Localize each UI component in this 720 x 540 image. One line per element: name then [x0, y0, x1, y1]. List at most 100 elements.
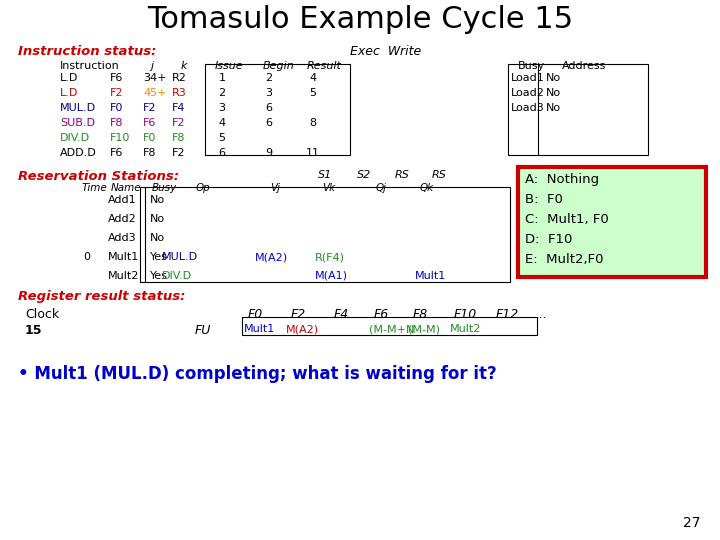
Text: Qj: Qj — [376, 183, 387, 193]
Text: • Mult1 (MUL.D) completing; what is waiting for it?: • Mult1 (MUL.D) completing; what is wait… — [18, 365, 497, 383]
Text: Instruction status:: Instruction status: — [18, 45, 156, 58]
Text: 6: 6 — [266, 103, 272, 113]
Text: 1: 1 — [218, 73, 225, 83]
Text: S2: S2 — [357, 170, 372, 180]
Text: F8: F8 — [143, 148, 156, 158]
Text: R3: R3 — [172, 88, 186, 98]
Text: Name: Name — [111, 183, 142, 193]
Text: Instruction: Instruction — [60, 61, 120, 71]
Text: F2: F2 — [172, 148, 186, 158]
Text: F4: F4 — [334, 308, 349, 321]
Text: MUL.D: MUL.D — [60, 103, 96, 113]
Text: Busy: Busy — [152, 183, 177, 193]
Text: 6: 6 — [218, 148, 225, 158]
Bar — [508, 64, 648, 155]
Text: F8: F8 — [413, 308, 428, 321]
Text: ADD.D: ADD.D — [60, 148, 96, 158]
Text: E:  Mult2,F0: E: Mult2,F0 — [525, 253, 603, 266]
Text: No: No — [150, 195, 165, 205]
Text: FU: FU — [195, 324, 212, 337]
Text: A:  Nothing: A: Nothing — [525, 173, 599, 186]
Text: F6: F6 — [110, 148, 123, 158]
Text: Load1: Load1 — [511, 73, 545, 83]
Text: Issue: Issue — [215, 61, 243, 71]
Text: 6: 6 — [266, 118, 272, 128]
Text: 9: 9 — [266, 148, 273, 158]
Text: Vk: Vk — [322, 183, 335, 193]
Text: No: No — [546, 103, 561, 113]
Text: Mult1: Mult1 — [415, 271, 446, 281]
Text: Load2: Load2 — [511, 88, 545, 98]
Text: M(A1): M(A1) — [315, 271, 348, 281]
Text: F4: F4 — [172, 103, 186, 113]
Text: Register result status:: Register result status: — [18, 290, 185, 303]
Text: F2: F2 — [172, 118, 186, 128]
Text: Clock: Clock — [25, 308, 59, 321]
Text: DIV.D: DIV.D — [162, 271, 192, 281]
Text: C:  Mult1, F0: C: Mult1, F0 — [525, 213, 608, 226]
Text: Add1: Add1 — [108, 195, 137, 205]
Text: Vj: Vj — [270, 183, 280, 193]
Text: Load3: Load3 — [511, 103, 545, 113]
Text: Address: Address — [562, 61, 606, 71]
Text: 34+: 34+ — [143, 73, 166, 83]
Text: k: k — [181, 61, 187, 71]
Text: j: j — [150, 61, 153, 71]
Text: Add3: Add3 — [108, 233, 137, 243]
Text: F2: F2 — [110, 88, 124, 98]
Text: Mult2: Mult2 — [450, 324, 482, 334]
Text: DIV.D: DIV.D — [60, 133, 90, 143]
Text: 2: 2 — [266, 73, 273, 83]
Text: B:  F0: B: F0 — [525, 193, 563, 206]
Text: 0: 0 — [83, 252, 90, 262]
Text: M(A2): M(A2) — [255, 252, 288, 262]
Text: Mult2: Mult2 — [108, 271, 140, 281]
Text: F12: F12 — [496, 308, 519, 321]
Text: Mult1: Mult1 — [244, 324, 275, 334]
Text: F6: F6 — [143, 118, 156, 128]
Bar — [205, 64, 350, 155]
Text: D:  F10: D: F10 — [525, 233, 572, 246]
Bar — [242, 317, 537, 335]
Text: S1: S1 — [318, 170, 332, 180]
Text: Exec  Write: Exec Write — [350, 45, 421, 58]
Text: 11: 11 — [306, 148, 320, 158]
Text: Result: Result — [307, 61, 342, 71]
Text: F6: F6 — [110, 73, 123, 83]
Text: M(A2): M(A2) — [286, 324, 319, 334]
Text: F0: F0 — [143, 133, 156, 143]
Text: 3: 3 — [266, 88, 272, 98]
Text: Mult1: Mult1 — [108, 252, 139, 262]
Text: F10: F10 — [454, 308, 477, 321]
Text: No: No — [150, 233, 165, 243]
Text: 5: 5 — [218, 133, 225, 143]
Text: Qk: Qk — [420, 183, 434, 193]
Text: SUB.D: SUB.D — [60, 118, 95, 128]
Text: Yes: Yes — [150, 252, 168, 262]
Text: R(F4): R(F4) — [315, 252, 345, 262]
Text: Reservation Stations:: Reservation Stations: — [18, 170, 179, 183]
Text: No: No — [546, 73, 561, 83]
Text: 4: 4 — [218, 118, 225, 128]
Text: No: No — [546, 88, 561, 98]
Text: Begin: Begin — [263, 61, 294, 71]
Text: RS: RS — [395, 170, 410, 180]
Text: Busy: Busy — [518, 61, 545, 71]
Text: Time: Time — [82, 183, 108, 193]
Text: 15: 15 — [25, 324, 42, 337]
Text: 8: 8 — [310, 118, 317, 128]
Text: (M-M+N: (M-M+N — [369, 324, 415, 334]
Text: (M-M): (M-M) — [408, 324, 440, 334]
Text: 5: 5 — [310, 88, 317, 98]
Text: ...: ... — [535, 308, 547, 321]
Text: F8: F8 — [110, 118, 124, 128]
Text: 4: 4 — [310, 73, 317, 83]
Text: Add2: Add2 — [108, 214, 137, 224]
Text: F2: F2 — [143, 103, 156, 113]
Text: Yes: Yes — [150, 271, 168, 281]
Text: F0: F0 — [248, 308, 264, 321]
Text: 45+: 45+ — [143, 88, 166, 98]
Text: L.D: L.D — [60, 73, 78, 83]
Text: 2: 2 — [218, 88, 225, 98]
Text: F2: F2 — [291, 308, 306, 321]
